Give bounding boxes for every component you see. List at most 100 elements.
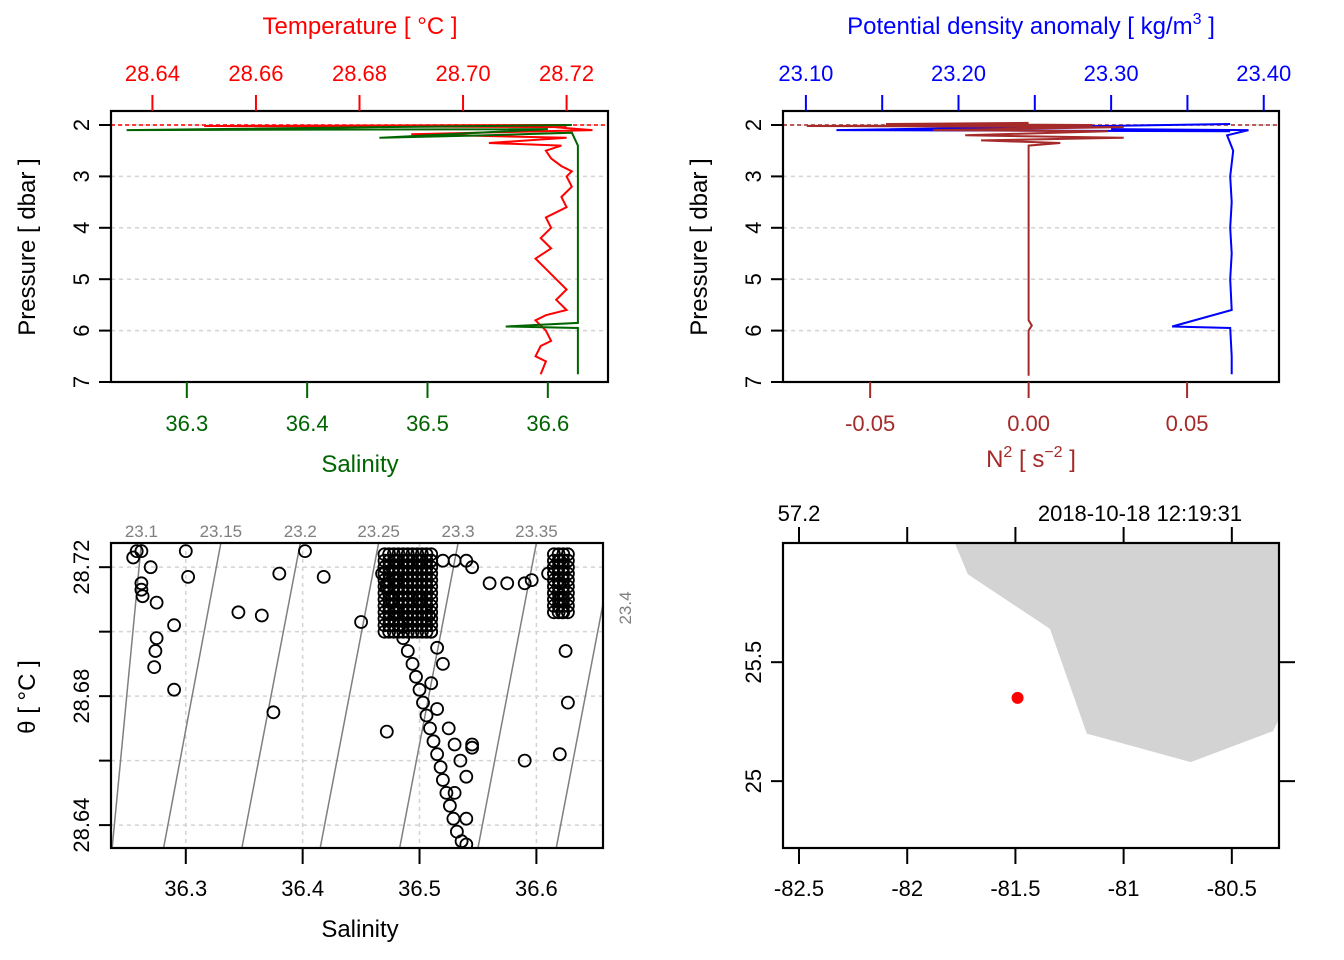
data-point [447,786,462,800]
data-point [400,644,415,658]
isopycnal-line [162,543,222,848]
top-axis-tick-label: 23.20 [931,61,986,86]
left-axis-tick-label: 5 [741,273,766,285]
series-line-temperature [204,124,593,375]
left-axis-tick-label: 6 [69,324,94,336]
x-axis-tick-label: 36.3 [164,876,207,901]
data-point [379,724,394,739]
top-axis-title-end: ] [1202,13,1215,40]
left-axis-tick-label: 4 [69,222,94,234]
data-point [459,811,474,826]
data-point [558,644,573,658]
y-axis-tick-label: 25.5 [741,641,766,684]
isopycnal-label: 23.2 [284,522,317,541]
data-point [424,547,439,562]
y-axis-tick-label: 28.68 [69,669,94,724]
station-marker [1011,691,1024,704]
data-point [375,566,390,581]
plot-frame [109,109,610,384]
data-point [435,553,450,568]
x-axis-tick-label: -80.5 [1207,876,1257,901]
top-axis-tick-label: 28.64 [125,61,180,86]
data-point [430,747,445,762]
data-point [389,605,404,620]
isopycnal-label: 23.1 [125,522,158,541]
data-point [377,560,392,575]
top-axis-title: Potential density anomaly [ kg/m3 ] [847,11,1215,40]
data-point [178,544,193,558]
data-point [424,560,439,575]
top-axis-title-main: Potential density anomaly [ kg/m [847,13,1193,40]
data-point [423,721,437,736]
data-point [561,592,575,607]
data-point [409,669,423,684]
data-point [167,682,182,697]
top-axis-tick-label: 28.70 [436,61,491,86]
data-point [430,702,445,716]
isopycnal-line [241,543,302,848]
isopycnal-line [398,543,459,848]
data-point [405,657,420,671]
bottom-axis-title-main: N [986,446,1003,473]
data-point [266,705,281,720]
data-point [389,573,404,587]
map-top-label-datetime: 2018-10-18 12:19:31 [1038,501,1242,526]
bottom-axis-title-superscript: 2 [1003,444,1012,461]
isopycnal-label: 23.15 [200,522,243,541]
x-axis-tick-label: -81.5 [990,876,1040,901]
plot-frame [781,109,1281,384]
bottom-axis-tick-label: 0.05 [1166,411,1209,436]
left-axis-tick-label: 4 [741,222,766,234]
data-point [426,734,441,749]
x-axis-tick-label: 36.4 [281,876,324,901]
data-point [465,740,480,755]
data-point [552,553,567,568]
data-point [435,657,450,671]
data-point [561,553,575,568]
data-point [424,579,439,594]
data-point [441,721,456,736]
data-point [552,576,567,591]
y-axis-tick-label: 28.72 [69,540,94,595]
data-point [384,592,399,607]
data-point [149,595,164,610]
left-axis-tick-label: 6 [741,324,766,336]
data-point [561,579,575,594]
bottom-axis-title: N2 [ s−2 ] [986,444,1076,473]
series-line-n2 [806,121,1124,376]
plot-frame [781,541,1281,850]
left-axis-title: Pressure [ dbar ] [14,158,41,335]
data-point [453,753,468,768]
bottom-axis-title-mid: [ s [1012,446,1044,473]
left-axis-title: Pressure [ dbar ] [686,158,713,335]
x-axis-tick-label: 36.6 [515,876,558,901]
left-axis-tick-label: 7 [69,376,94,388]
isopycnal-line [477,543,538,848]
series-line-potential-density-anomaly [836,123,1249,375]
x-axis-tick-label: -82.5 [774,876,824,901]
data-point [416,695,430,710]
isopycnal-line [555,600,603,848]
data-point [167,618,182,633]
data-point [447,737,462,752]
isopycnal-label: 23.4 [616,591,635,624]
x-axis-tick-label: -81 [1108,876,1140,901]
data-point [437,851,449,863]
data-point [524,573,539,587]
y-axis-tick-label: 28.64 [69,798,94,853]
data-point [231,605,246,620]
top-axis-title: Temperature [ °C ] [263,13,458,40]
data-point [134,544,149,558]
top-axis-tick-label: 23.40 [1236,61,1291,86]
data-point [421,608,436,623]
data-point [134,576,149,591]
isopycnal-label: 23.25 [357,522,400,541]
top-axis-title-superscript: 3 [1193,11,1202,28]
data-point [272,566,287,581]
series-line-salinity [126,124,579,375]
data-point [552,747,567,762]
data-point [424,599,439,613]
data-point [554,592,568,607]
bottom-axis-tick-label: 36.4 [286,411,329,436]
